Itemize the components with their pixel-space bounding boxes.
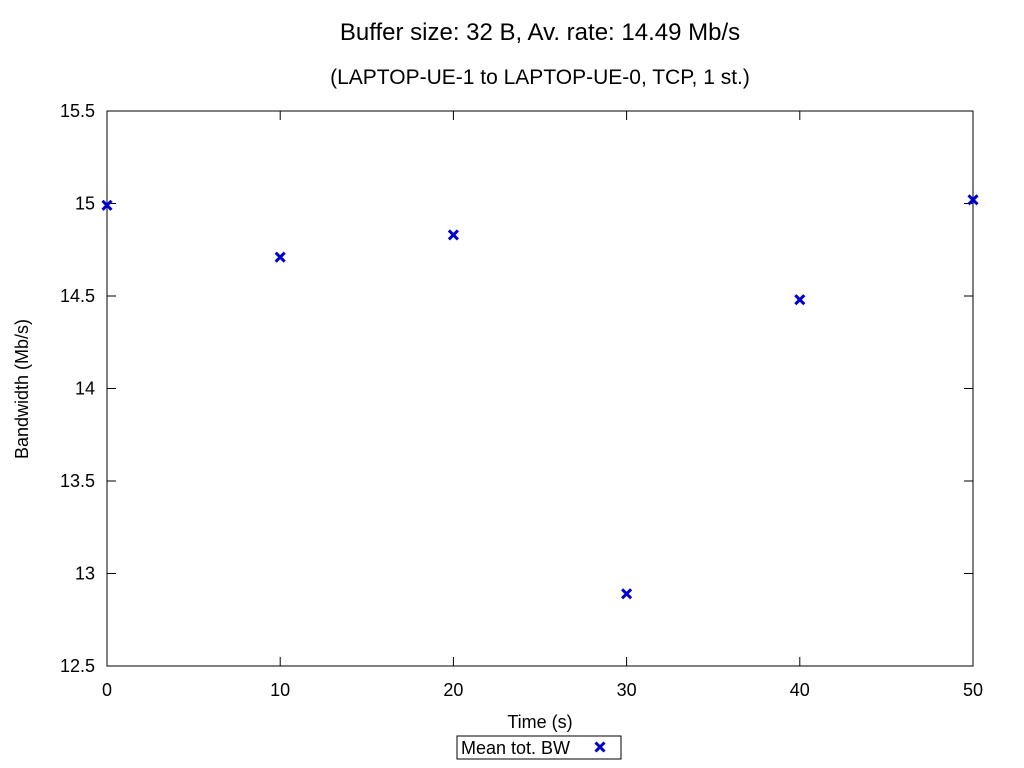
legend-marker-icon	[594, 741, 606, 753]
x-tick-label: 20	[443, 680, 463, 700]
x-tick-label: 30	[617, 680, 637, 700]
y-tick-label: 14.5	[60, 286, 95, 306]
data-point	[447, 229, 459, 241]
chart-title: Buffer size: 32 B, Av. rate: 14.49 Mb/s	[340, 19, 740, 46]
x-tick-label: 40	[790, 680, 810, 700]
legend: Mean tot. BW	[456, 735, 622, 760]
y-axis-ticks: 12.5 13 13.5 14 14.5 15 15.5	[60, 101, 973, 676]
legend-box	[456, 735, 622, 760]
x-axis-ticks: 0 10 20 30 40 50	[102, 111, 983, 700]
data-point	[274, 251, 286, 263]
x-tick-label: 0	[102, 680, 112, 700]
legend-marker-x	[594, 741, 606, 753]
data-point	[621, 588, 633, 600]
data-point	[794, 294, 806, 306]
chart-subtitle: (LAPTOP-UE-1 to LAPTOP-UE-0, TCP, 1 st.)	[330, 66, 750, 89]
y-tick-label: 15	[75, 194, 95, 214]
legend-label: Mean tot. BW	[461, 738, 570, 758]
y-tick-label: 12.5	[60, 656, 95, 676]
y-tick-label: 14	[75, 379, 95, 399]
x-axis-label: Time (s)	[507, 712, 572, 732]
data-points	[101, 194, 979, 600]
plot-area-frame	[106, 110, 974, 667]
y-tick-label: 13.5	[60, 471, 95, 491]
x-tick-label: 50	[963, 680, 983, 700]
x-tick-label: 10	[270, 680, 290, 700]
data-point	[101, 199, 113, 211]
y-tick-label: 15.5	[60, 101, 95, 121]
y-tick-label: 13	[75, 564, 95, 584]
y-axis-label: Bandwidth (Mb/s)	[12, 319, 32, 459]
data-point	[967, 194, 979, 206]
